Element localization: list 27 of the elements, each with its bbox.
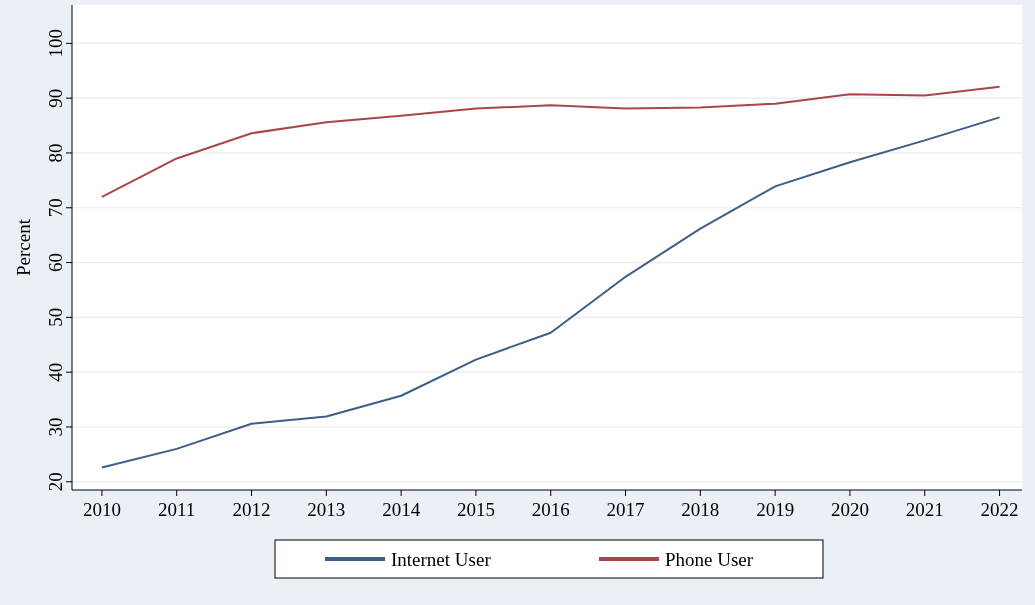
x-tick-label: 2012 (232, 499, 271, 520)
x-tick-label: 2013 (307, 499, 346, 520)
y-tick-label: 70 (45, 198, 66, 218)
y-axis-title: Percent (13, 218, 34, 276)
x-tick-label: 2014 (382, 499, 421, 520)
y-tick-label: 30 (45, 417, 66, 437)
x-tick-label: 2010 (82, 499, 121, 520)
line-series (100, 116, 1001, 469)
x-tick-label: 2019 (756, 499, 795, 520)
line-series (100, 85, 1001, 198)
x-tick-label: 2017 (606, 499, 645, 520)
x-tick-label: 2018 (681, 499, 720, 520)
x-tick-label: 2016 (531, 499, 570, 520)
x-tick-label: 2021 (905, 499, 944, 520)
y-tick-label: 20 (45, 472, 66, 492)
y-tick-label: 100 (45, 29, 66, 58)
y-tick-label: 40 (45, 362, 66, 382)
y-tick-label: 90 (45, 88, 66, 108)
y-tick-label: 50 (45, 307, 66, 327)
x-tick-label: 2011 (158, 499, 196, 520)
y-tick-label: 80 (45, 143, 66, 163)
x-tick-label: 2020 (830, 499, 869, 520)
x-tick-label: 2015 (456, 499, 495, 520)
legend-label: Phone User (665, 549, 754, 570)
x-tick-label: 2022 (980, 499, 1019, 520)
legend-label: Internet User (391, 549, 492, 570)
y-tick-label: 60 (45, 253, 66, 273)
